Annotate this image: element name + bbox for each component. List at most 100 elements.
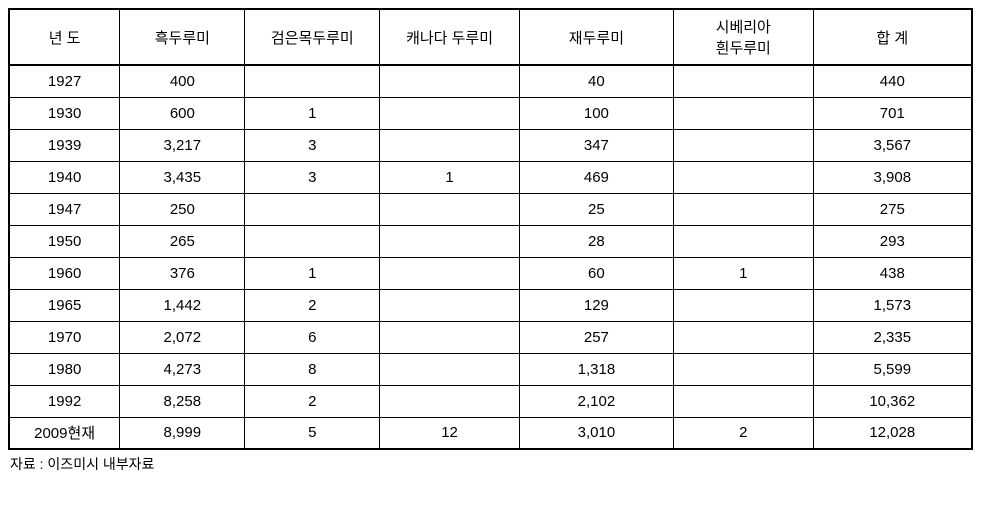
table-cell: 3,908 (813, 161, 972, 193)
table-cell: 1927 (9, 65, 120, 97)
table-cell: 1,318 (519, 353, 673, 385)
table-cell: 440 (813, 65, 972, 97)
table-cell (380, 257, 520, 289)
table-cell (673, 193, 813, 225)
table-cell (673, 225, 813, 257)
table-cell: 60 (519, 257, 673, 289)
table-cell: 1939 (9, 129, 120, 161)
table-cell: 6 (245, 321, 380, 353)
table-cell: 400 (120, 65, 245, 97)
table-cell (380, 353, 520, 385)
table-cell (673, 385, 813, 417)
table-cell: 25 (519, 193, 673, 225)
table-row: 19603761601438 (9, 257, 972, 289)
table-cell (380, 193, 520, 225)
table-cell: 2,072 (120, 321, 245, 353)
col-header-total: 합 계 (813, 9, 972, 65)
table-cell: 8 (245, 353, 380, 385)
table-cell: 701 (813, 97, 972, 129)
table-cell: 40 (519, 65, 673, 97)
table-cell: 12 (380, 417, 520, 449)
table-cell (380, 385, 520, 417)
table-row: 19804,2738 1,318 5,599 (9, 353, 972, 385)
table-cell: 600 (120, 97, 245, 129)
table-cell: 1 (380, 161, 520, 193)
table-row: 19306001100701 (9, 97, 972, 129)
table-cell: 347 (519, 129, 673, 161)
table-cell: 5 (245, 417, 380, 449)
table-cell: 3,217 (120, 129, 245, 161)
table-cell: 4,273 (120, 353, 245, 385)
table-cell (673, 289, 813, 321)
table-cell: 3 (245, 161, 380, 193)
table-row: 19393,2173 347 3,567 (9, 129, 972, 161)
table-row: 19702,07262572,335 (9, 321, 972, 353)
table-cell (245, 65, 380, 97)
table-cell: 5,599 (813, 353, 972, 385)
table-cell: 1 (245, 97, 380, 129)
table-cell: 2 (245, 289, 380, 321)
table-cell: 3,567 (813, 129, 972, 161)
table-cell (673, 353, 813, 385)
table-cell: 257 (519, 321, 673, 353)
col-header-sandhill-crane: 캐나다 두루미 (380, 9, 520, 65)
table-cell: 1960 (9, 257, 120, 289)
col-header-year: 년 도 (9, 9, 120, 65)
col-header-siberian-crane: 시베리아흰두루미 (673, 9, 813, 65)
table-cell (380, 289, 520, 321)
table-header-row: 년 도 흑두루미 검은목두루미 캐나다 두루미 재두루미 시베리아흰두루미 합 … (9, 9, 972, 65)
table-cell: 2 (673, 417, 813, 449)
table-cell (673, 129, 813, 161)
crane-census-table-wrapper: 년 도 흑두루미 검은목두루미 캐나다 두루미 재두루미 시베리아흰두루미 합 … (8, 8, 973, 474)
table-cell (673, 161, 813, 193)
table-row: 19403,435314693,908 (9, 161, 972, 193)
table-cell: 265 (120, 225, 245, 257)
table-cell: 3,010 (519, 417, 673, 449)
table-cell: 28 (519, 225, 673, 257)
table-cell: 12,028 (813, 417, 972, 449)
table-row: 1947250 25 275 (9, 193, 972, 225)
table-cell: 1,442 (120, 289, 245, 321)
table-cell: 1,573 (813, 289, 972, 321)
table-cell: 2009현재 (9, 417, 120, 449)
table-cell (673, 65, 813, 97)
table-cell: 1930 (9, 97, 120, 129)
table-cell (380, 129, 520, 161)
table-cell (380, 65, 520, 97)
col-header-whitenaped-crane: 재두루미 (519, 9, 673, 65)
table-cell: 1 (245, 257, 380, 289)
table-footnote: 자료 : 이즈미시 내부자료 (8, 454, 973, 474)
table-cell: 1980 (9, 353, 120, 385)
table-cell: 2,102 (519, 385, 673, 417)
table-cell: 1965 (9, 289, 120, 321)
col-header-blacknecked-crane: 검은목두루미 (245, 9, 380, 65)
col-header-hooded-crane: 흑두루미 (120, 9, 245, 65)
table-cell: 1992 (9, 385, 120, 417)
table-cell (673, 321, 813, 353)
table-cell (245, 193, 380, 225)
table-cell: 250 (120, 193, 245, 225)
table-row: 1927400 40 440 (9, 65, 972, 97)
table-cell: 1950 (9, 225, 120, 257)
table-cell (245, 225, 380, 257)
table-cell (673, 97, 813, 129)
table-cell: 8,258 (120, 385, 245, 417)
table-cell: 275 (813, 193, 972, 225)
table-cell (380, 225, 520, 257)
table-row: 2009현재8,9995123,010212,028 (9, 417, 972, 449)
table-cell: 3 (245, 129, 380, 161)
table-row: 19651,44221291,573 (9, 289, 972, 321)
table-cell: 1970 (9, 321, 120, 353)
table-cell: 469 (519, 161, 673, 193)
table-cell: 3,435 (120, 161, 245, 193)
crane-census-table: 년 도 흑두루미 검은목두루미 캐나다 두루미 재두루미 시베리아흰두루미 합 … (8, 8, 973, 450)
table-cell: 8,999 (120, 417, 245, 449)
table-cell: 376 (120, 257, 245, 289)
table-row: 19928,25822,10210,362 (9, 385, 972, 417)
table-cell: 438 (813, 257, 972, 289)
table-header: 년 도 흑두루미 검은목두루미 캐나다 두루미 재두루미 시베리아흰두루미 합 … (9, 9, 972, 65)
table-cell: 293 (813, 225, 972, 257)
table-cell: 1947 (9, 193, 120, 225)
table-cell (380, 321, 520, 353)
table-cell: 10,362 (813, 385, 972, 417)
